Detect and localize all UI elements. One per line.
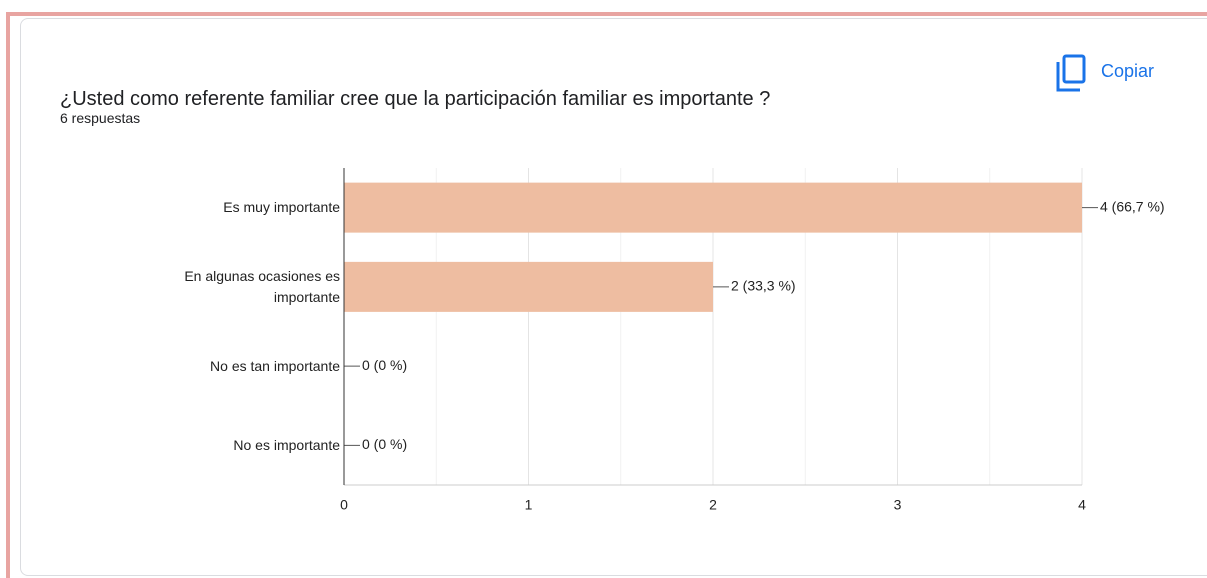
x-tick-label: 4 [1078, 497, 1086, 513]
copy-icon[interactable] [1056, 54, 1086, 92]
copy-button[interactable]: Copiar [1101, 61, 1155, 81]
page-frame [6, 12, 1207, 578]
value-label: 0 (0 %) [362, 357, 407, 373]
y-tick-label: No es tan importante [210, 357, 340, 374]
question-title: ¿Usted como referente familiar cree que … [60, 88, 771, 110]
response-count: 6 respuestas [60, 110, 141, 126]
x-tick-label: 1 [525, 497, 533, 513]
y-tick-label: Es muy importante [223, 199, 340, 216]
value-label: 2 (33,3 %) [731, 278, 796, 294]
value-label: 4 (66,7 %) [1100, 198, 1165, 214]
bar [344, 182, 1082, 233]
x-tick-label: 2 [709, 497, 717, 513]
y-tick-label: No es importante [233, 436, 340, 453]
bar [344, 261, 713, 312]
value-label: 0 (0 %) [362, 436, 407, 452]
y-tick-label: En algunas ocasiones es importante [184, 267, 340, 305]
x-tick-label: 3 [894, 497, 902, 513]
x-tick-label: 0 [340, 497, 348, 513]
